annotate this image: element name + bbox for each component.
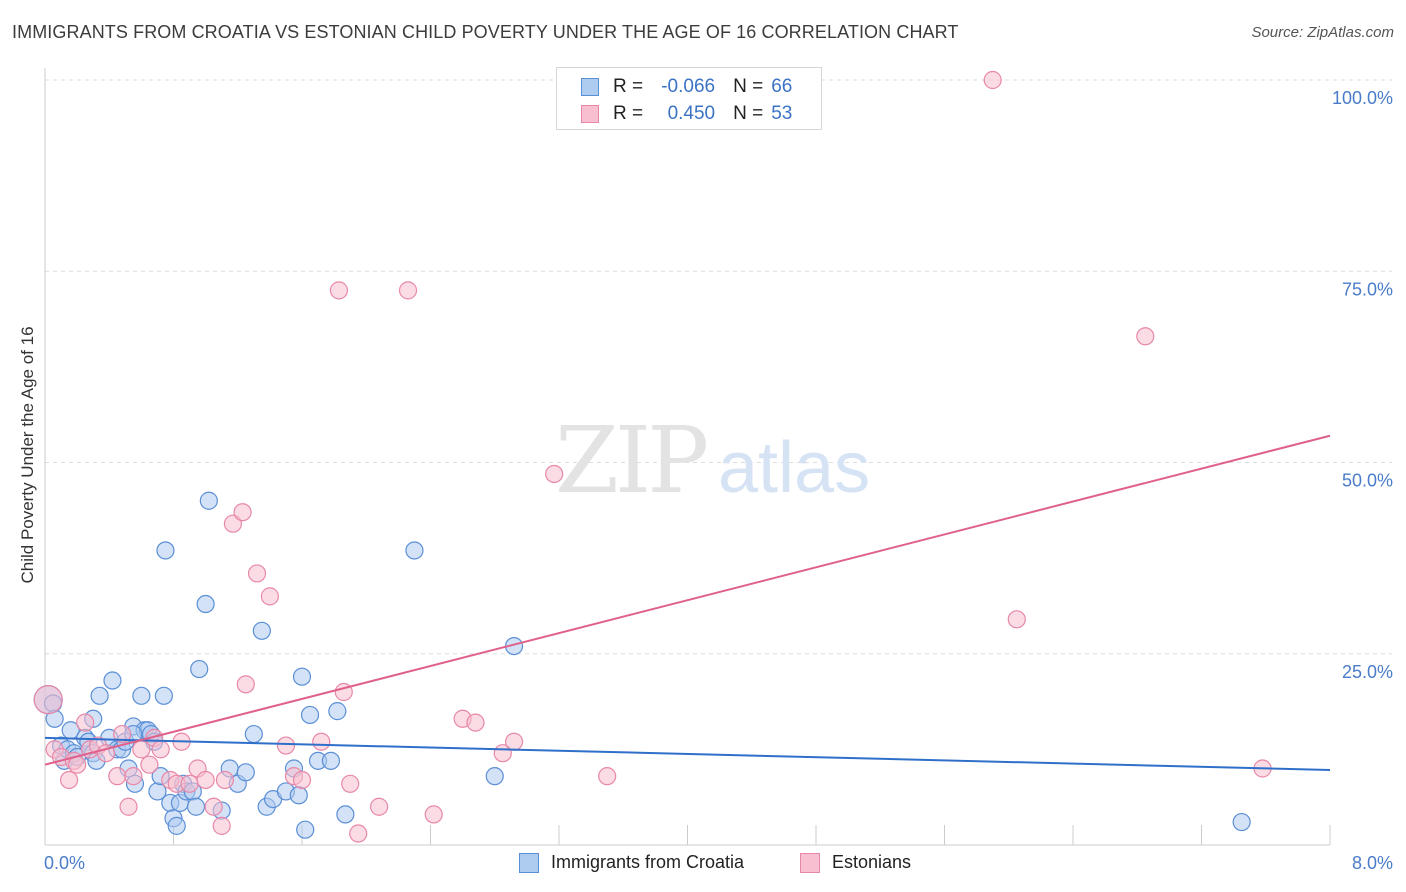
point-estonians — [424, 805, 443, 824]
legend-n-label: N = — [733, 103, 764, 124]
legend-label-estonians: Estonians — [832, 852, 912, 872]
point-croatia — [336, 805, 355, 824]
point-estonians — [1136, 327, 1155, 346]
legend-r-label: R = — [613, 76, 644, 97]
legend-r-value: -0.066 — [661, 76, 716, 97]
y-tick-label: 75.0% — [1342, 279, 1393, 299]
point-estonians — [370, 797, 389, 816]
point-estonians — [151, 740, 170, 759]
legend-swatch-blue — [519, 852, 539, 873]
point-estonians — [33, 685, 63, 715]
point-estonians — [398, 281, 418, 300]
point-estonians — [59, 770, 79, 790]
point-estonians — [349, 824, 368, 843]
point-croatia — [292, 667, 312, 686]
point-estonians — [215, 770, 234, 790]
point-estonians — [983, 70, 1002, 90]
legend-row-croatia: R = -0.066 N = 66 — [581, 75, 792, 99]
point-croatia — [236, 763, 255, 782]
point-croatia — [90, 686, 109, 705]
trend-line-estonians — [44, 434, 1331, 766]
point-estonians — [247, 564, 267, 583]
point-croatia — [132, 686, 151, 705]
point-estonians — [260, 587, 279, 606]
grid-lines — [45, 79, 1392, 655]
point-croatia — [289, 786, 308, 805]
legend-item-estonians: Estonians — [800, 852, 911, 873]
x-tick-labels: 0.0% 8.0% — [44, 853, 1393, 873]
axes — [44, 68, 1331, 846]
y-tick-labels: 25.0% 50.0% 75.0% 100.0% — [1332, 88, 1393, 682]
trend-line-croatia — [44, 736, 1331, 772]
point-estonians — [112, 724, 132, 744]
point-estonians — [108, 767, 127, 786]
point-croatia — [1232, 812, 1251, 832]
point-estonians — [598, 767, 617, 786]
point-croatia — [167, 816, 186, 835]
legend-r-value: 0.450 — [667, 103, 716, 124]
point-estonians — [180, 774, 199, 793]
point-estonians — [196, 770, 215, 790]
point-croatia — [244, 724, 263, 744]
x-tick-label: 8.0% — [1352, 853, 1393, 873]
point-croatia — [156, 541, 175, 560]
point-croatia — [154, 686, 173, 705]
point-estonians — [504, 732, 524, 751]
legend-n-label: N = — [733, 76, 764, 97]
point-estonians — [466, 713, 485, 732]
point-estonians — [341, 774, 360, 793]
point-estonians — [292, 770, 312, 790]
point-croatia — [300, 705, 320, 725]
correlation-legend: R = -0.066 N = 66 R = 0.450 N = 53 — [556, 67, 822, 130]
point-estonians — [276, 736, 296, 755]
point-estonians — [329, 281, 349, 300]
point-estonians — [312, 732, 331, 751]
legend-n-value: 66 — [771, 76, 793, 97]
watermark-atlas: atlas — [718, 428, 870, 508]
trend-lines — [44, 434, 1331, 772]
legend-item-croatia: Immigrants from Croatia — [519, 852, 744, 873]
watermark: ZIP atlas — [555, 407, 870, 514]
series-estonians-points — [33, 70, 1272, 843]
point-croatia — [296, 820, 315, 839]
point-croatia — [190, 659, 209, 679]
source-label: Source: ZipAtlas.com — [1251, 24, 1394, 41]
point-estonians — [76, 713, 95, 732]
legend-swatch-pink — [581, 105, 599, 123]
y-tick-label: 25.0% — [1342, 662, 1393, 682]
legend-row-estonians: R = 0.450 N = 53 — [581, 102, 792, 126]
point-croatia — [186, 797, 206, 816]
y-tick-label: 50.0% — [1342, 471, 1393, 491]
point-croatia — [321, 751, 341, 770]
watermark-zip: ZIP — [555, 407, 706, 514]
point-estonians — [140, 755, 159, 774]
point-estonians — [124, 767, 143, 786]
point-croatia — [485, 767, 504, 786]
legend-label-croatia: Immigrants from Croatia — [551, 852, 745, 872]
legend-n-value: 53 — [771, 103, 793, 124]
point-estonians — [545, 464, 564, 484]
point-croatia — [103, 671, 122, 690]
point-croatia — [196, 594, 215, 614]
series-croatia-points — [33, 491, 1251, 839]
point-estonians — [119, 797, 138, 816]
series-legend: Immigrants from Croatia Estonians — [0, 852, 1406, 878]
point-croatia — [252, 621, 271, 640]
x-tick-label: 0.0% — [44, 853, 85, 873]
legend-swatch-pink — [800, 852, 820, 873]
point-croatia — [199, 491, 218, 510]
point-estonians — [1007, 610, 1026, 629]
point-estonians — [233, 503, 252, 522]
point-estonians — [204, 797, 223, 816]
legend-swatch-blue — [581, 78, 599, 96]
point-estonians — [212, 816, 231, 835]
point-estonians — [236, 675, 255, 694]
chart-title: IMMIGRANTS FROM CROATIA VS ESTONIAN CHIL… — [12, 22, 959, 42]
legend-r-label: R = — [613, 103, 644, 124]
point-croatia — [328, 702, 347, 721]
point-croatia — [405, 541, 424, 560]
y-tick-label: 100.0% — [1332, 88, 1393, 108]
